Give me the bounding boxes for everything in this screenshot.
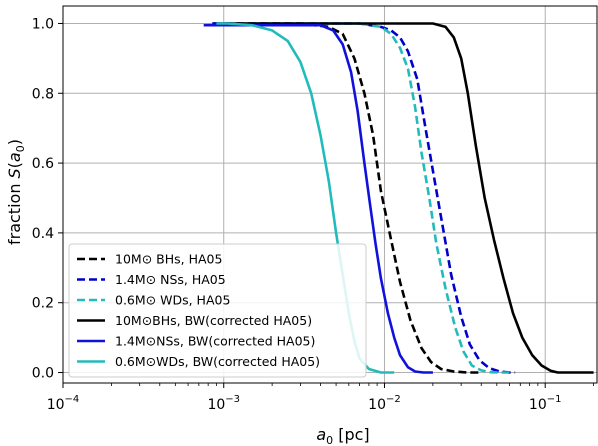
tick-labels: 10−4 10−3 10−2 10−1 0.0 0.2 0.4 0.6 0.8 1.0: [32, 16, 562, 413]
legend-label: 10M⊙BHs, BW(corrected HA05): [115, 313, 312, 328]
legend-label: 1.4M⊙NSs, BW(corrected HA05): [115, 334, 315, 349]
legend: 10M⊙ BHs, HA05 1.4M⊙ NSs, HA05 0.6M⊙ WDs, …: [68, 243, 367, 378]
series-line-2: [212, 22, 516, 374]
y-tick-label: 0.4: [32, 226, 54, 242]
legend-box: [68, 243, 367, 378]
x-axis-label: a0 [pc]: [316, 425, 369, 446]
series-line-3: [216, 22, 510, 374]
x-tick-label: 10−3: [207, 394, 240, 413]
x-tick-label: 10−1: [529, 394, 562, 413]
y-axis-label: fraction S(a0): [5, 139, 27, 245]
legend-label: 10M⊙ BHs, HA05: [115, 252, 222, 267]
plot-frame: [62, 5, 598, 384]
y-tick-label: 0.8: [32, 86, 54, 102]
legend-label: 1.4M⊙ NSs, HA05: [115, 272, 226, 287]
series-line-5: [203, 23, 433, 374]
series-line-1: [212, 22, 482, 374]
x-tick-label: 10−2: [368, 394, 401, 413]
plot-lines: [203, 22, 594, 374]
y-tick-label: 0.6: [32, 156, 54, 172]
legend-label: 0.6M⊙WDs, BW(corrected HA05): [115, 354, 320, 369]
ticks: [58, 22, 594, 388]
legend-label: 0.6M⊙ WDs, HA05: [115, 293, 230, 308]
y-tick-label: 1.0: [32, 16, 54, 32]
series-line-4: [216, 22, 594, 374]
y-tick-label: 0.0: [32, 366, 54, 382]
x-tick-label: 10−4: [47, 394, 80, 413]
y-tick-label: 0.2: [32, 296, 54, 312]
